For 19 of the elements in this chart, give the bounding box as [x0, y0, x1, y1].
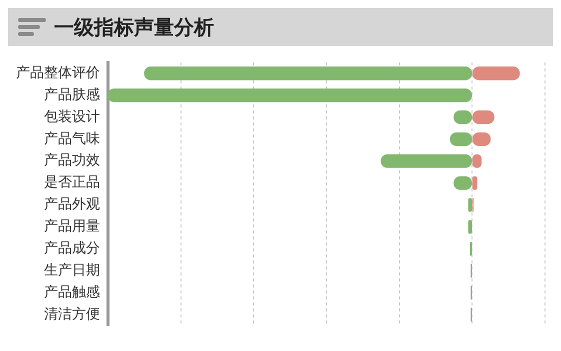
bar [108, 88, 472, 102]
y-tick-label: 产品肤感 [44, 86, 100, 103]
bar [144, 66, 472, 80]
y-tick-label: 清洁方便 [44, 306, 100, 322]
bar [468, 220, 472, 234]
y-tick-label: 产品触感 [44, 284, 100, 300]
y-tick-label: 产品外观 [44, 196, 100, 213]
bar [380, 154, 472, 168]
y-tick-label: 产品气味 [44, 130, 100, 147]
y-tick-label: 产品功效 [44, 152, 100, 169]
y-tick-label: 产品整体评价 [16, 65, 100, 82]
bar [468, 198, 472, 212]
y-tick-label: 生产日期 [44, 262, 100, 278]
y-tick-label: 产品成分 [44, 240, 100, 256]
y-tick-label: 产品用量 [44, 218, 100, 235]
bar [472, 66, 520, 80]
chart-title: 一级指标声量分析 [54, 14, 214, 40]
y-tick-label: 包装设计 [44, 108, 100, 125]
y-tick-label: 是否正品 [44, 174, 100, 191]
